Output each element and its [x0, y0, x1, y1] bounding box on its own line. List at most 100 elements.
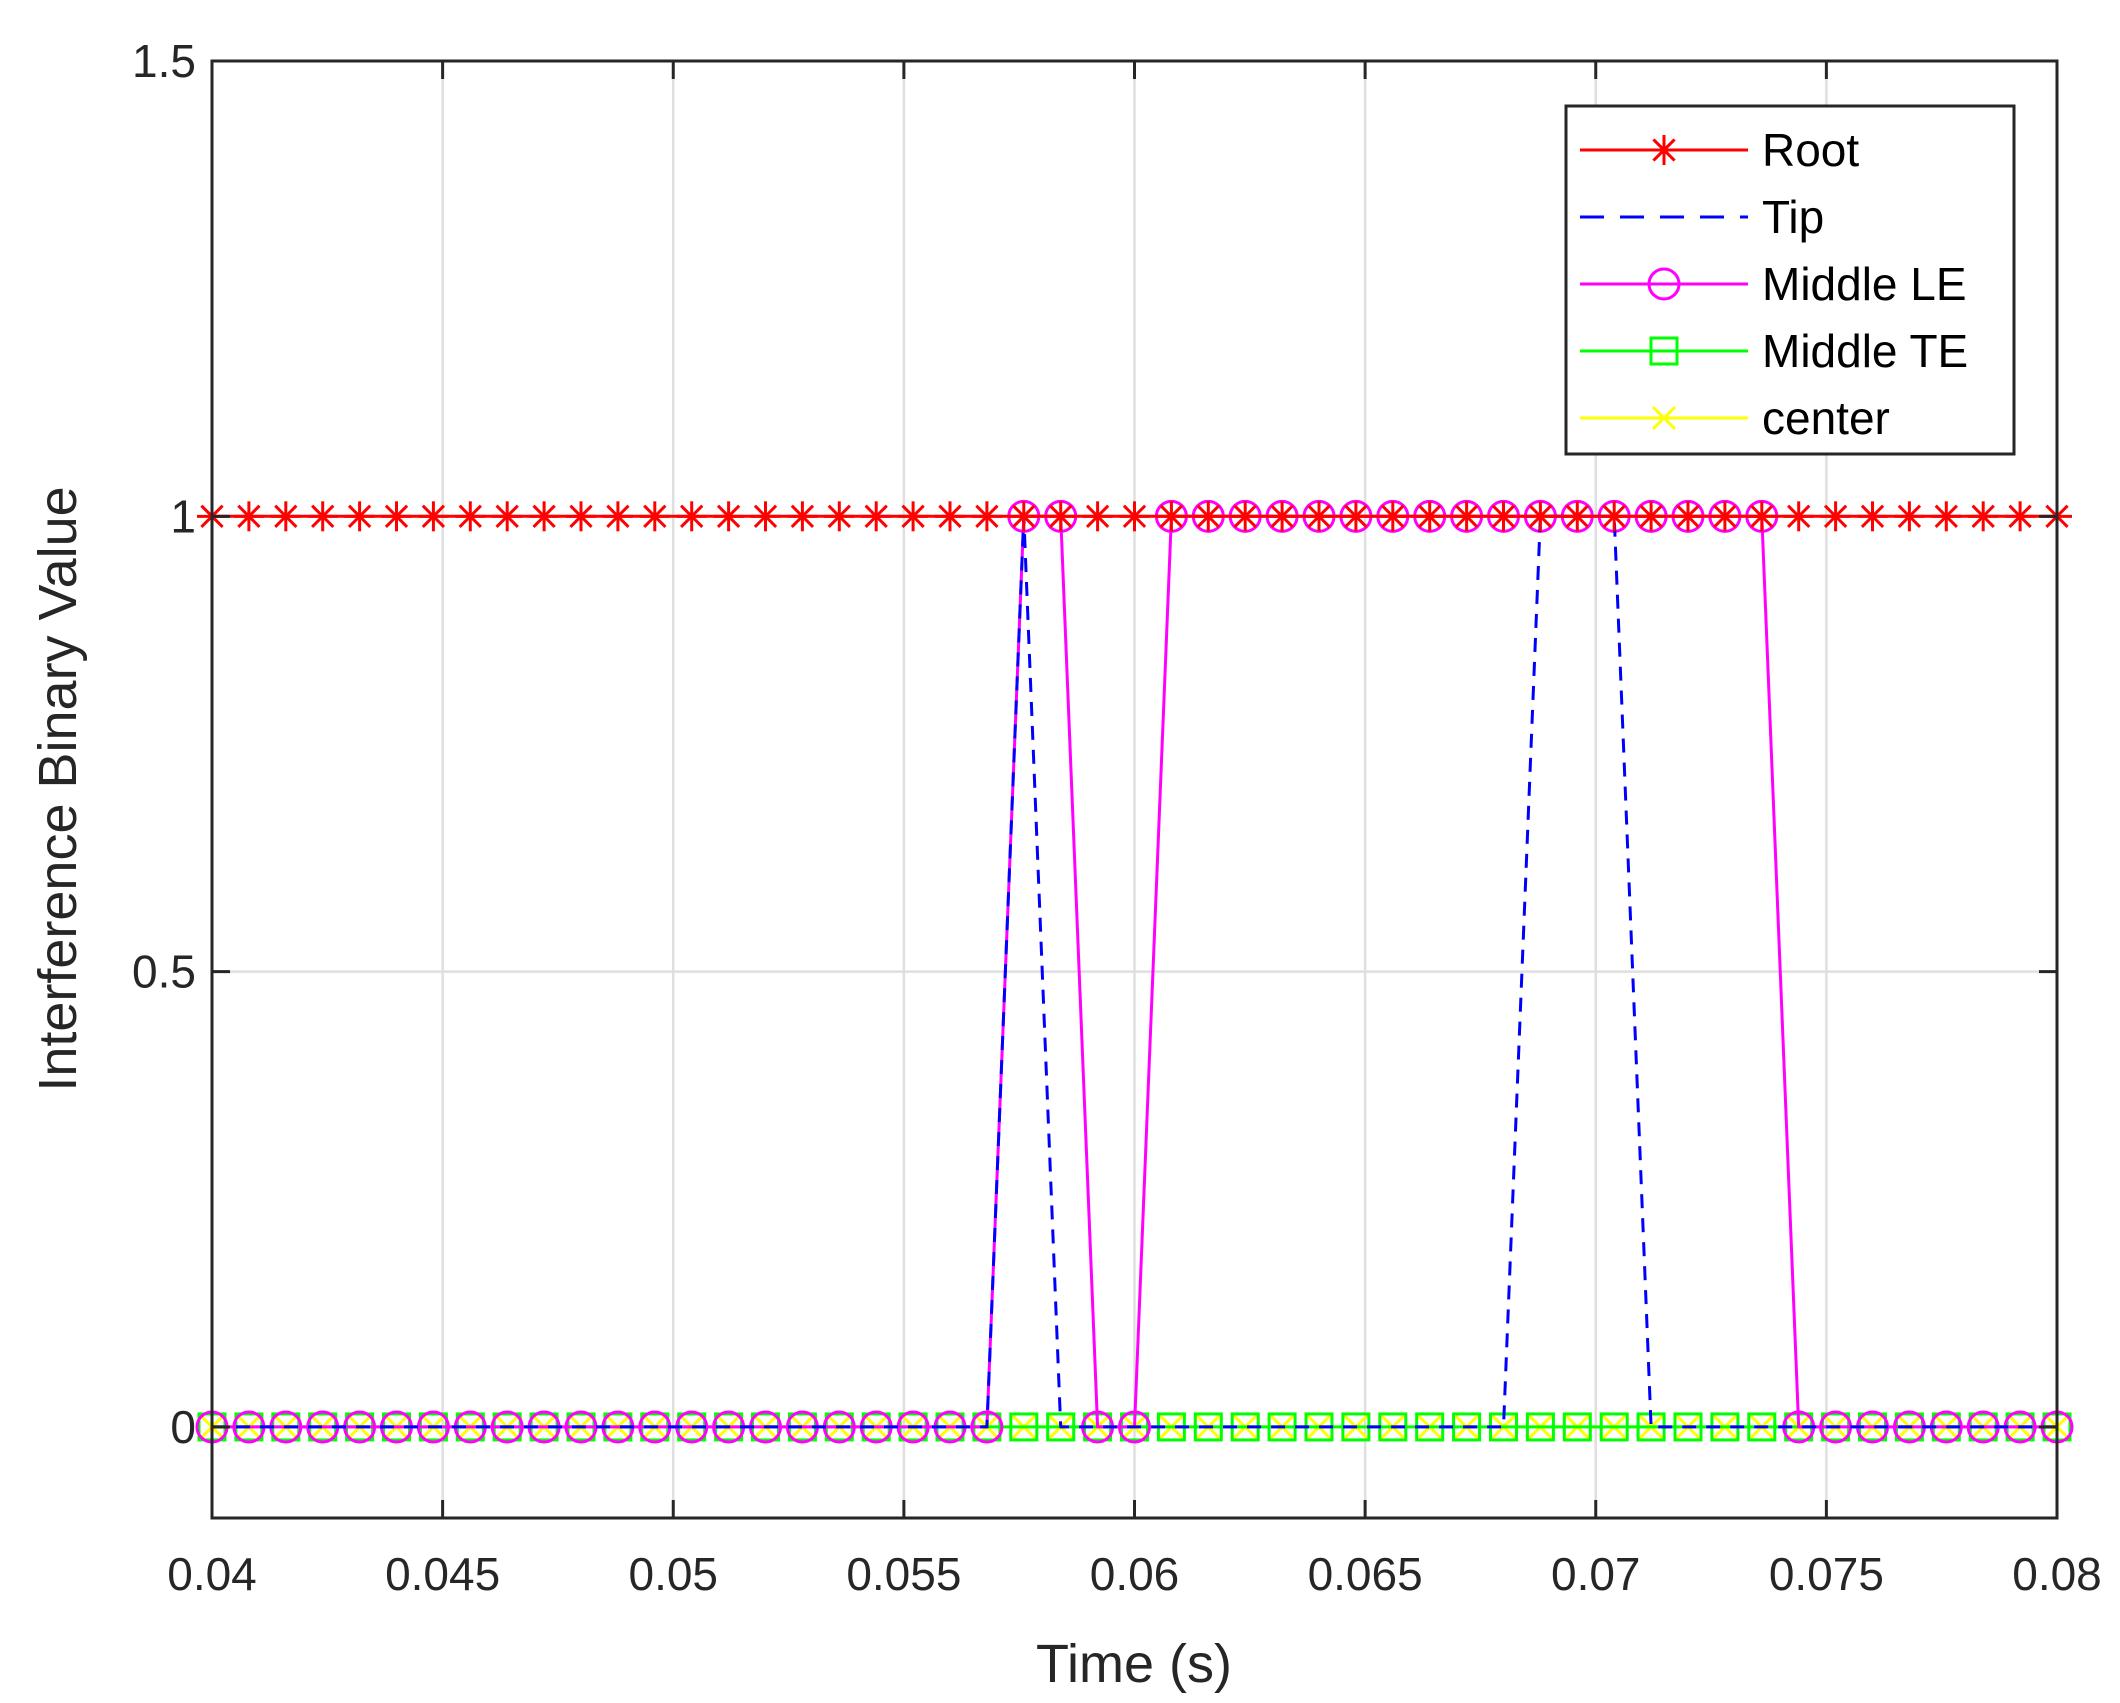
marker-stroke	[532, 504, 556, 528]
x-tick-label: 0.065	[1308, 1548, 1423, 1600]
data-point-root	[1562, 501, 1593, 532]
x-tick-label: 0.055	[846, 1548, 961, 1600]
legend-marker	[1647, 267, 1681, 301]
legend-label: Root	[1762, 124, 1859, 176]
data-point-root	[676, 501, 707, 532]
marker-stroke	[458, 504, 482, 528]
legend-entry-root: Root	[1580, 124, 1859, 176]
data-point-root	[1673, 501, 1703, 532]
legend-label: center	[1762, 392, 1890, 444]
legend-label: Middle TE	[1762, 325, 1968, 377]
legend-entry-center: center	[1580, 392, 1890, 444]
data-point-root	[1709, 501, 1740, 532]
data-point-middle-te	[1009, 1412, 1039, 1442]
marker-stroke	[1602, 504, 1626, 528]
x-tick-label: 0.05	[628, 1548, 718, 1600]
legend-box	[1564, 104, 2016, 456]
marker-stroke	[643, 504, 667, 528]
marker-stroke	[1713, 504, 1737, 528]
x-tick-label: 0.07	[1551, 1548, 1641, 1600]
marker-stroke	[1750, 504, 1774, 528]
marker-stroke	[1049, 504, 1073, 528]
marker-stroke	[1344, 504, 1368, 528]
marker-stroke	[1897, 504, 1922, 528]
marker-stroke	[1565, 504, 1589, 528]
y-tick-label: 0	[170, 1401, 196, 1453]
marker-stroke	[1418, 504, 1442, 528]
marker-stroke	[1196, 504, 1220, 528]
marker-stroke	[1012, 504, 1036, 528]
data-point-root	[750, 501, 781, 532]
legend-entry-tip: Tip	[1580, 191, 1824, 243]
marker-stroke	[569, 504, 593, 528]
data-point-middle-le	[896, 1410, 930, 1444]
data-point-root	[1857, 501, 1888, 532]
data-point-root	[861, 501, 892, 532]
x-tick-label: 0.045	[385, 1548, 500, 1600]
data-point-middle-te	[1562, 1412, 1592, 1442]
marker-stroke	[1651, 405, 1677, 431]
x-tick-label: 0.08	[2012, 1548, 2102, 1600]
marker-stroke	[274, 504, 298, 528]
y-axis-label: Interference Binary Value	[28, 486, 88, 1091]
data-point-root	[455, 501, 486, 532]
series-root	[197, 501, 2072, 532]
x-axis-label: Time (s)	[1036, 1634, 1232, 1694]
data-point-root	[1968, 501, 1999, 532]
marker-stroke	[1122, 504, 1147, 528]
marker-stroke	[237, 504, 261, 528]
data-point-root	[1746, 501, 1777, 532]
data-point-root	[1636, 501, 1667, 532]
data-point-root	[1230, 501, 1261, 532]
data-point-root	[1008, 501, 1039, 532]
data-point-root	[418, 501, 449, 532]
marker-stroke	[1639, 504, 1663, 528]
data-point-root	[1340, 501, 1371, 532]
data-point-root	[307, 501, 338, 532]
marker-stroke	[1270, 504, 1294, 528]
legend: Root Tip Middle LE Middle TE center	[1564, 104, 2016, 456]
data-point-root	[639, 501, 670, 532]
data-point-root	[898, 501, 929, 532]
marker-stroke	[1159, 504, 1184, 528]
x-tick-label: 0.06	[1090, 1548, 1180, 1600]
data-point-root	[602, 501, 633, 532]
data-point-root	[1304, 501, 1334, 532]
tick-labels: 0.04 0.045 0.05 0.055 0.06 0.065 0.07 0.075 0.08…	[132, 35, 2102, 1600]
marker-stroke	[1381, 504, 1405, 528]
y-tick-label: 1	[170, 490, 196, 542]
marker-stroke	[901, 504, 925, 528]
marker-stroke	[606, 504, 630, 528]
marker-stroke	[311, 504, 335, 528]
marker-stroke	[790, 504, 815, 528]
marker-stroke	[384, 504, 409, 528]
marker-stroke	[753, 504, 778, 528]
x-tick-label: 0.075	[1769, 1548, 1884, 1600]
data-point-root	[971, 501, 1002, 532]
data-point-middle-le	[490, 1410, 524, 1444]
legend-label: Middle LE	[1762, 258, 1967, 310]
marker-stroke	[975, 504, 999, 528]
legend-marker	[1651, 405, 1677, 431]
marker-stroke	[864, 504, 888, 528]
marker-stroke	[347, 504, 372, 528]
data-point-middle-te	[1452, 1412, 1482, 1442]
data-point-root	[1082, 501, 1113, 532]
series-tip	[212, 514, 2057, 1429]
marker-stroke	[827, 504, 851, 528]
data-point-middle-te	[1599, 1412, 1629, 1442]
data-point-middle-te	[1525, 1412, 1555, 1442]
marker-stroke	[716, 504, 741, 528]
data-point-root	[1525, 501, 1556, 532]
data-point-root	[2005, 501, 2036, 532]
data-point-root	[1820, 501, 1851, 532]
data-point-root	[1931, 501, 1962, 532]
marker-stroke	[421, 504, 446, 528]
legend-label: Tip	[1762, 191, 1824, 243]
data-point-root	[713, 501, 744, 532]
ticks	[210, 59, 2059, 1518]
marker-stroke	[1652, 138, 1676, 162]
data-point-root	[492, 501, 523, 532]
data-point-root	[1599, 501, 1630, 532]
